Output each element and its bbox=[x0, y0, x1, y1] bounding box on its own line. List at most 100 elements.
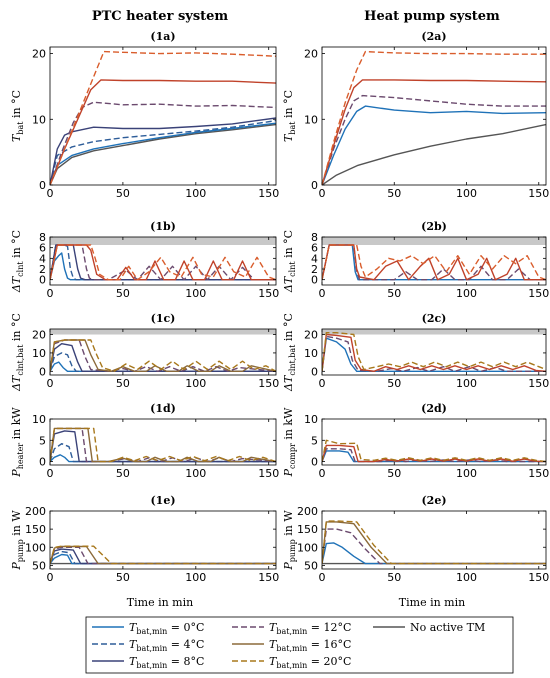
x-tick-label: 0 bbox=[319, 287, 326, 300]
column-title-ptc: PTC heater system bbox=[92, 9, 229, 24]
series-group bbox=[322, 520, 546, 565]
series-line-3 bbox=[322, 79, 546, 185]
shaded-limit-band bbox=[322, 329, 546, 335]
panel-title: (1d) bbox=[150, 402, 176, 415]
y-tick-label: 100 bbox=[297, 541, 318, 554]
y-tick-label: 50 bbox=[32, 559, 46, 572]
shaded-limit-band bbox=[322, 237, 546, 245]
panel-2a: (2a) 0 50 100 150 0 10 20 Tbat in °C bbox=[282, 30, 549, 200]
y-label-sub: clnt bbox=[288, 261, 297, 277]
y-tick-label: 150 bbox=[25, 523, 46, 536]
series-line-4 bbox=[50, 244, 276, 281]
series-group bbox=[322, 244, 546, 281]
series-group bbox=[322, 439, 546, 463]
y-label-rest: in W bbox=[10, 510, 23, 540]
y-label-main: T bbox=[10, 133, 23, 142]
series-line-0 bbox=[50, 123, 276, 185]
series-line-1 bbox=[50, 352, 276, 372]
x-tick-label: 50 bbox=[116, 187, 130, 200]
x-tick-label: 100 bbox=[456, 377, 477, 390]
y-label-sub: clnt,bat bbox=[288, 344, 297, 376]
y-tick-label: 10 bbox=[32, 113, 46, 126]
series-group bbox=[322, 332, 546, 372]
y-label-main: P bbox=[282, 468, 295, 477]
series-line-2 bbox=[50, 430, 276, 463]
y-tick-label: 0 bbox=[39, 456, 46, 469]
series-line-3 bbox=[50, 427, 276, 463]
x-tick-label: 0 bbox=[47, 377, 54, 390]
x-tick-label: 150 bbox=[528, 377, 549, 390]
y-label-sub: heater bbox=[16, 443, 25, 470]
x-tick-label: 0 bbox=[319, 571, 326, 584]
series-group bbox=[50, 244, 276, 281]
x-tick-label: 150 bbox=[528, 467, 549, 480]
series-line-3 bbox=[322, 332, 546, 372]
y-label-sub: clnt,bat bbox=[16, 344, 25, 376]
y-tick-label: 0 bbox=[39, 365, 46, 378]
x-tick-label: 100 bbox=[185, 287, 206, 300]
x-tick-label: 100 bbox=[185, 571, 206, 584]
y-tick-label: 10 bbox=[32, 413, 46, 426]
y-axis-label: ΔTclnt in °C bbox=[282, 230, 297, 293]
x-tick-label: 0 bbox=[47, 571, 54, 584]
y-tick-label: 4 bbox=[311, 252, 318, 265]
series-line-5 bbox=[50, 79, 276, 185]
y-tick-label: 2 bbox=[39, 263, 46, 276]
y-label-main: P bbox=[10, 562, 23, 571]
x-tick-label: 100 bbox=[456, 187, 477, 200]
y-label-main: P bbox=[282, 562, 295, 571]
y-tick-label: 4 bbox=[39, 252, 46, 265]
panel-title: (2a) bbox=[421, 30, 446, 43]
series-group bbox=[50, 50, 276, 185]
y-label-rest: in °C bbox=[10, 313, 23, 345]
series-line-3 bbox=[50, 117, 276, 185]
y-tick-label: 10 bbox=[304, 347, 318, 360]
legend-label: Tbat,min = 8°C bbox=[129, 655, 204, 670]
panel-title: (1b) bbox=[150, 220, 176, 233]
panel-title: (1a) bbox=[150, 30, 175, 43]
axes-frame bbox=[49, 328, 277, 376]
series-line-1 bbox=[50, 443, 276, 463]
y-tick-label: 0 bbox=[311, 274, 318, 287]
series-line-2 bbox=[50, 343, 276, 372]
y-tick-label: 10 bbox=[304, 113, 318, 126]
axes-frame bbox=[321, 46, 547, 186]
axes-frame bbox=[321, 328, 547, 376]
y-axis-label: Ppump in W bbox=[10, 510, 25, 571]
x-tick-label: 100 bbox=[185, 377, 206, 390]
y-tick-label: 20 bbox=[32, 329, 46, 342]
shaded-limit-band bbox=[50, 329, 276, 335]
y-label-rest: in °C bbox=[282, 90, 295, 122]
series-line-6 bbox=[50, 545, 276, 565]
series-line-0 bbox=[50, 252, 276, 281]
y-tick-label: 5 bbox=[39, 434, 46, 447]
panel-title: (2b) bbox=[421, 220, 447, 233]
series-line-3 bbox=[322, 244, 546, 281]
series-line-2 bbox=[322, 333, 546, 372]
legend-label: Tbat,min = 12°C bbox=[269, 621, 351, 636]
panel-title: (2d) bbox=[421, 402, 447, 415]
axes-frame bbox=[49, 510, 277, 570]
y-label-main: ΔT bbox=[282, 374, 295, 392]
x-tick-label: 100 bbox=[456, 571, 477, 584]
series-group bbox=[50, 339, 276, 372]
axes-frame bbox=[321, 236, 547, 286]
series-line-2 bbox=[322, 444, 546, 463]
y-label-main: T bbox=[282, 133, 295, 142]
y-label-rest: in kW bbox=[282, 407, 295, 443]
axes-frame bbox=[321, 510, 547, 570]
series-line-3 bbox=[50, 339, 276, 372]
y-label-main: P bbox=[10, 469, 23, 478]
series-line-1 bbox=[50, 122, 276, 185]
x-tick-label: 0 bbox=[319, 377, 326, 390]
x-axis-label-right: Time in min bbox=[399, 596, 465, 609]
x-tick-label: 50 bbox=[387, 377, 401, 390]
y-tick-label: 10 bbox=[32, 347, 46, 360]
x-tick-label: 50 bbox=[387, 287, 401, 300]
x-tick-label: 0 bbox=[47, 287, 54, 300]
panel-title: (1e) bbox=[150, 494, 175, 507]
legend-label: Tbat,min = 0°C bbox=[129, 621, 204, 636]
x-tick-label: 50 bbox=[116, 287, 130, 300]
